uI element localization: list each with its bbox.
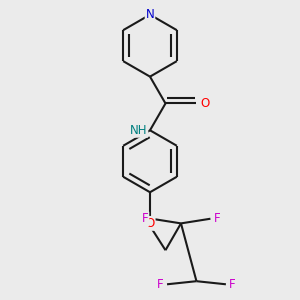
Text: O: O [146, 217, 154, 230]
Text: F: F [229, 278, 236, 291]
Text: F: F [157, 278, 164, 291]
Text: F: F [214, 212, 220, 225]
Text: F: F [142, 212, 148, 225]
Text: N: N [146, 8, 154, 21]
Text: NH: NH [130, 124, 147, 137]
Text: O: O [200, 97, 209, 110]
